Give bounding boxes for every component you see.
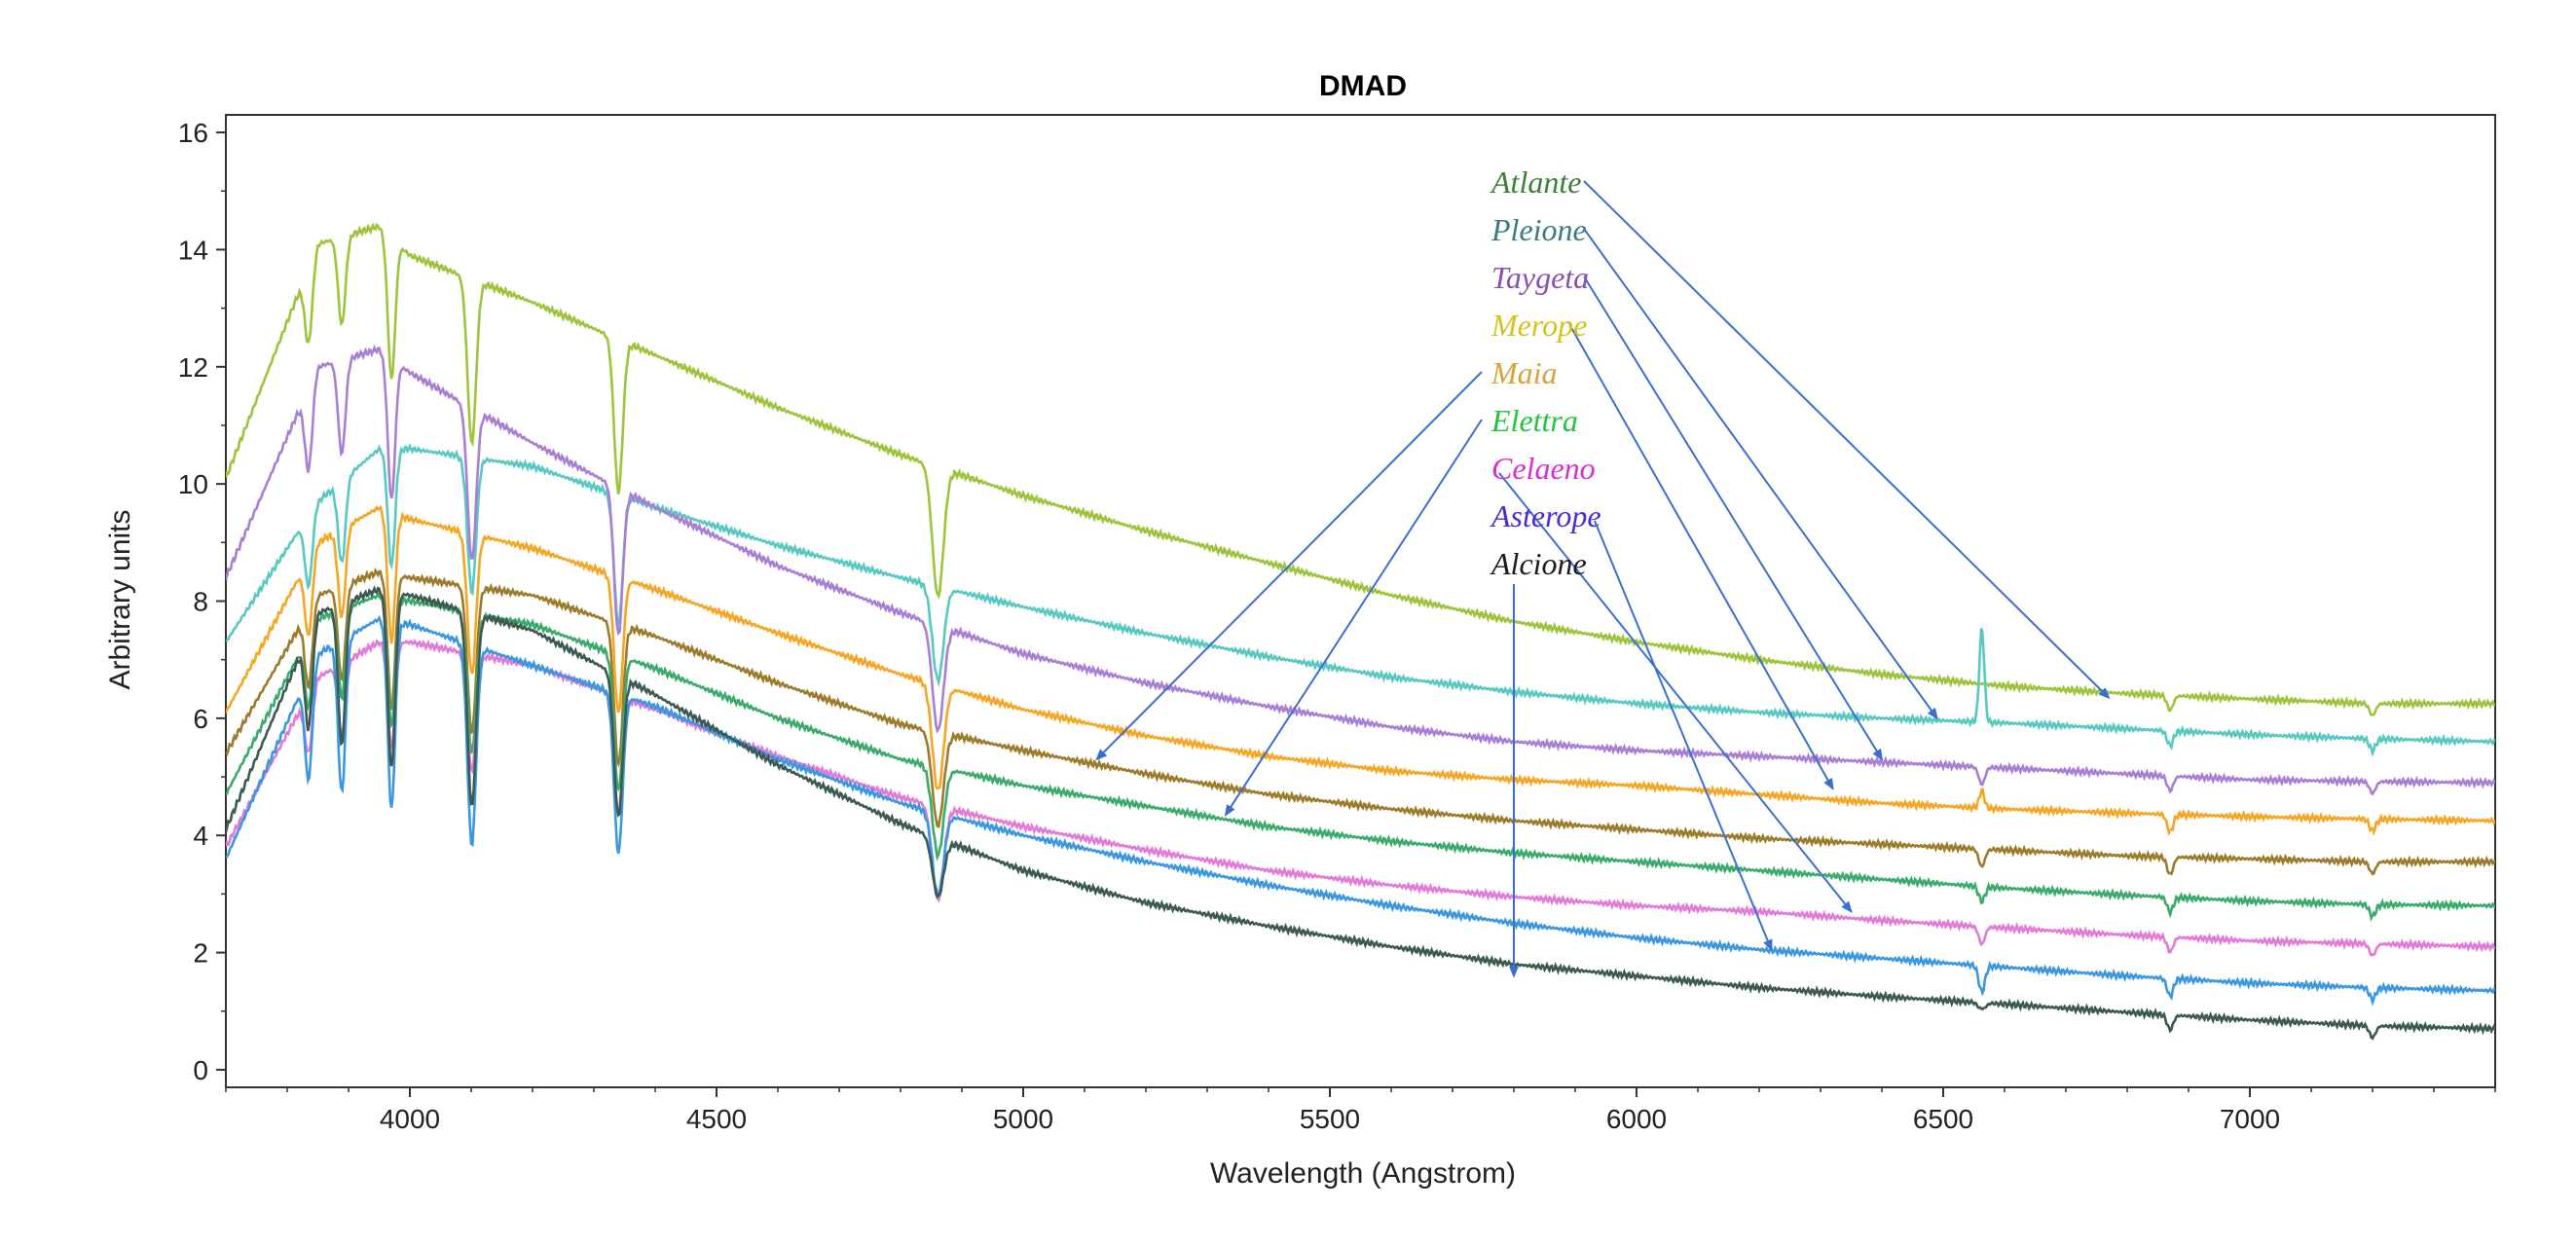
- legend-label-pleione: Pleione: [1490, 212, 1587, 247]
- y-tick-label: 0: [193, 1055, 208, 1085]
- legend-arrow-elettra: [1224, 419, 1483, 817]
- plot-area: 4000 4500 5000 5500 6000 6500 7000 0 2 4 6 8 10 12 14 1…: [178, 114, 2496, 1134]
- y-tick-label: 2: [193, 938, 208, 969]
- legend-arrow-asterope: [1594, 520, 1773, 952]
- y-axis-label: Arbitrary units: [104, 509, 136, 689]
- series-line-elettra: [226, 592, 2495, 922]
- legend-arrow-pleione: [1583, 228, 1938, 720]
- legend-label-maia: Maia: [1490, 355, 1558, 390]
- y-tick-label: 12: [178, 352, 208, 383]
- y-tick-label: 6: [193, 704, 208, 734]
- x-tick-label: 7000: [2220, 1104, 2280, 1134]
- y-tick-label: 10: [178, 469, 208, 499]
- legend-label-celaeno: Celaeno: [1491, 451, 1596, 486]
- x-tick-label: 4000: [380, 1104, 440, 1134]
- series-line-asterope: [226, 614, 2495, 1007]
- legend-label-merope: Merope: [1490, 308, 1587, 343]
- x-axis-label: Wavelength (Angstrom): [1210, 1157, 1516, 1190]
- x-tick-label: 5500: [1300, 1104, 1360, 1134]
- y-tick-label: 16: [178, 118, 208, 148]
- series-line-maia: [226, 567, 2495, 876]
- series-line-taygeta: [226, 344, 2495, 796]
- series-line-merope: [226, 504, 2495, 837]
- legend-label-elettra: Elettra: [1490, 403, 1578, 438]
- y-tick-label: 4: [193, 821, 208, 851]
- series-line-pleione: [226, 443, 2495, 757]
- legend-label-alcione: Alcione: [1490, 546, 1587, 581]
- x-tick-label: 6000: [1606, 1104, 1667, 1134]
- legend-arrow-maia: [1095, 371, 1483, 761]
- series-line-atlante: [226, 222, 2495, 716]
- legend-arrow-atlante: [1583, 180, 2111, 700]
- legend-arrow-merope: [1568, 323, 1834, 790]
- legend: Atlante Pleione Taygeta Merope Maia Elettra Ce…: [1490, 165, 1601, 581]
- x-tick-label: 4500: [686, 1104, 747, 1134]
- chart-title: DMAD: [1319, 70, 1407, 102]
- legend-label-asterope: Asterope: [1490, 498, 1601, 533]
- legend-arrow-celaeno: [1498, 472, 1853, 914]
- legend-label-taygeta: Taygeta: [1491, 260, 1589, 295]
- legend-label-atlante: Atlante: [1490, 165, 1581, 200]
- series-line-celaeno: [226, 639, 2495, 957]
- x-tick-label: 6500: [1913, 1104, 1973, 1134]
- series-line-alcione: [226, 584, 2495, 1041]
- legend-arrows: [1095, 180, 2111, 978]
- legend-arrow-taygeta: [1583, 275, 1884, 761]
- y-tick-label: 14: [178, 235, 208, 265]
- y-tick-label: 8: [193, 587, 208, 617]
- x-tick-label: 5000: [993, 1104, 1053, 1134]
